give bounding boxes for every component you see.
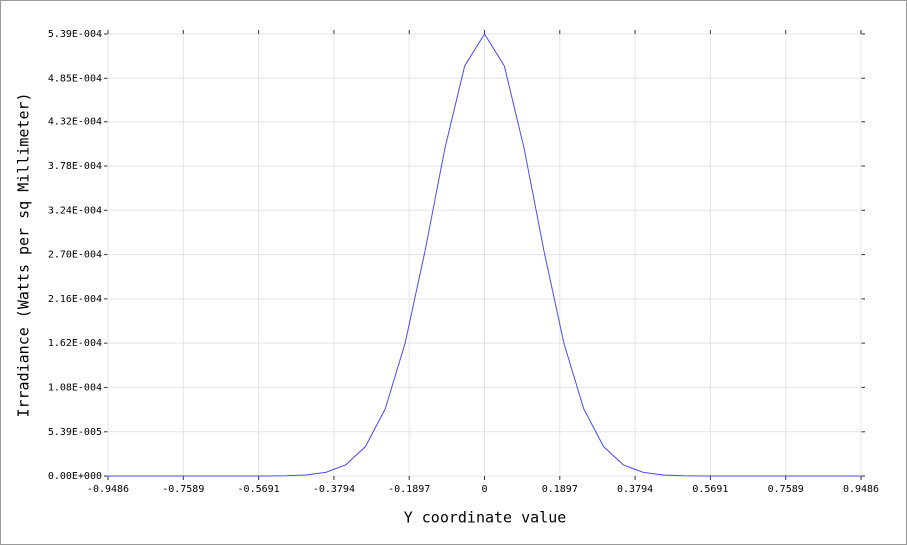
- x-tick-label: 0: [481, 484, 487, 495]
- y-tick-label: 0.00E+000: [48, 471, 102, 482]
- y-tick-label: 3.78E-004: [48, 161, 102, 172]
- y-tick-label: 2.70E-004: [48, 250, 102, 261]
- x-tick-label: -0.1897: [388, 484, 430, 495]
- y-tick-label: 5.39E-005: [48, 427, 102, 438]
- x-tick-label: -0.7589: [162, 484, 204, 495]
- x-axis-title: Y coordinate value: [404, 509, 567, 527]
- x-tick-label: -0.9486: [87, 484, 129, 495]
- y-tick-label: 4.85E-004: [48, 73, 102, 84]
- y-tick-label: 4.32E-004: [48, 117, 102, 128]
- x-tick-label: 0.9486: [843, 484, 879, 495]
- y-tick-label: 2.16E-004: [48, 294, 102, 305]
- x-tick-label: -0.3794: [313, 484, 355, 495]
- y-axis-title: Irradiance (Watts per sq Millimeter): [15, 92, 33, 417]
- y-tick-label: 3.24E-004: [48, 205, 102, 216]
- irradiance-line: [108, 33, 861, 477]
- x-tick-label: 0.3794: [617, 484, 653, 495]
- y-tick-label: 5.39E-004: [48, 29, 102, 40]
- y-tick-label: 1.62E-004: [48, 338, 102, 349]
- y-tick-label: 1.08E-004: [48, 382, 102, 393]
- x-tick-label: 0.7589: [768, 484, 804, 495]
- x-tick-label: 0.5691: [692, 484, 728, 495]
- x-tick-label: -0.5691: [238, 484, 280, 495]
- x-tick-label: 0.1897: [542, 484, 578, 495]
